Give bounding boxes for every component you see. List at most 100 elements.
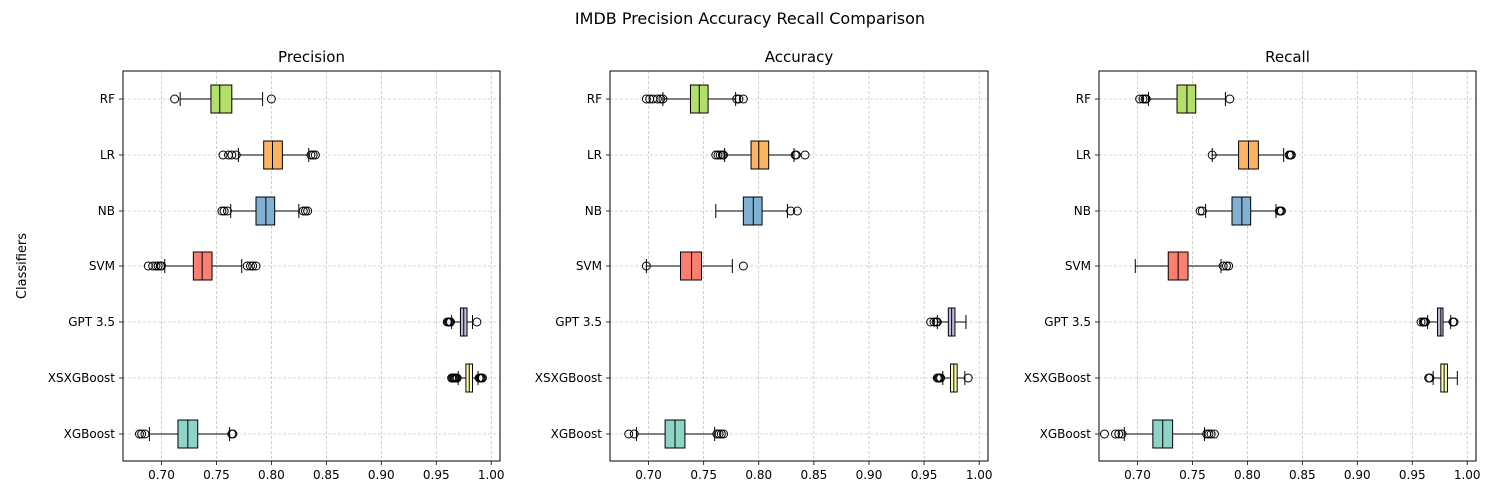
outlier-point xyxy=(217,206,227,216)
box-xsxgboost xyxy=(1424,363,1458,393)
y-tick-label: GPT 3.5 xyxy=(68,315,115,329)
box-iqr xyxy=(1176,84,1197,114)
y-tick-label: NB xyxy=(98,204,115,218)
x-tick-label: 0.75 xyxy=(203,468,230,482)
box-xgboost xyxy=(1099,419,1219,449)
outlier-point xyxy=(151,261,161,271)
outlier-point xyxy=(1225,94,1235,104)
outlier-point xyxy=(932,317,942,327)
subplot-panels: Precision 0.70 0.75 0.80 0.85 0.90 0.95 1.00 RF L… xyxy=(48,48,1481,482)
axes-frame xyxy=(609,70,989,462)
outlier-point xyxy=(926,317,936,327)
subplot-title: Precision xyxy=(278,48,345,66)
outlier-point xyxy=(719,150,729,160)
outlier-point xyxy=(242,261,252,271)
box-gpt-3-5 xyxy=(1416,307,1459,337)
outlier-point xyxy=(1141,94,1151,104)
outlier-point xyxy=(251,261,261,271)
outlier-point xyxy=(734,94,744,104)
outlier-point xyxy=(1138,94,1148,104)
x-tick-label: 0.90 xyxy=(368,468,395,482)
y-tick-label: LR xyxy=(1076,148,1091,162)
x-tick-label: 1.00 xyxy=(478,468,505,482)
outlier-point xyxy=(227,150,237,160)
outlier-point xyxy=(218,150,228,160)
outlier-point xyxy=(1117,429,1127,439)
outlier-point xyxy=(652,94,662,104)
subplot-accuracy: Accuracy 0.70 0.75 0.80 0.85 0.90 0.95 1.00 RF LR… xyxy=(535,48,993,482)
outlier-point xyxy=(308,150,318,160)
outlier-point xyxy=(300,206,310,216)
outlier-point xyxy=(310,150,320,160)
outlier-point xyxy=(306,150,316,160)
box-nb xyxy=(715,196,802,226)
outlier-point xyxy=(170,94,180,104)
subplot-title: Recall xyxy=(1265,48,1310,66)
x-tick-label: 0.85 xyxy=(313,468,340,482)
outlier-point xyxy=(656,94,666,104)
y-tick-label: RF xyxy=(100,92,115,106)
outlier-point xyxy=(641,261,651,271)
box-xsxgboost xyxy=(447,363,487,393)
outlier-point xyxy=(658,94,668,104)
y-tick-label: XGBoost xyxy=(1040,427,1092,441)
box-rf xyxy=(170,84,276,114)
box-gpt-3-5 xyxy=(442,307,482,337)
x-tick-label: 0.80 xyxy=(745,468,772,482)
outlier-point xyxy=(641,94,651,104)
outlier-point xyxy=(245,261,255,271)
x-tick-label: 1.00 xyxy=(1454,468,1481,482)
outlier-point xyxy=(1221,261,1231,271)
box-nb xyxy=(217,196,313,226)
y-tick-label: SVM xyxy=(576,259,602,273)
outlier-point xyxy=(712,429,722,439)
y-tick-label: GPT 3.5 xyxy=(1044,315,1091,329)
outlier-point xyxy=(1276,206,1286,216)
outlier-point xyxy=(786,206,796,216)
outlier-point xyxy=(303,206,313,216)
outlier-point xyxy=(719,429,729,439)
y-tick-label: NB xyxy=(585,204,602,218)
box-iqr xyxy=(192,251,213,281)
outlier-point xyxy=(248,261,258,271)
box-iqr xyxy=(1437,307,1444,337)
figure-title: IMDB Precision Accuracy Recall Compariso… xyxy=(575,9,925,28)
box-rf xyxy=(1135,84,1235,114)
box-xgboost xyxy=(624,419,729,449)
subplot-recall: Recall 0.70 0.75 0.80 0.85 0.90 0.95 1.00 RF LR NB… xyxy=(1024,48,1481,482)
outlier-point xyxy=(140,429,150,439)
outlier-point xyxy=(452,373,462,383)
outlier-point xyxy=(716,429,726,439)
outlier-point xyxy=(137,429,147,439)
y-tick-label: NB xyxy=(1074,204,1091,218)
y-tick-label: XGBoost xyxy=(551,427,603,441)
box-lr xyxy=(218,140,320,170)
outlier-point xyxy=(1135,94,1145,104)
x-tick-label: 0.90 xyxy=(856,468,883,482)
box-gpt-3-5 xyxy=(926,307,967,337)
y-tick-label: LR xyxy=(100,148,115,162)
outlier-point xyxy=(1099,429,1109,439)
box-iqr xyxy=(750,140,770,170)
x-tick-label: 0.95 xyxy=(1399,468,1426,482)
y-tick-label: RF xyxy=(587,92,602,106)
outlier-point xyxy=(477,373,487,383)
x-tick-label: 0.95 xyxy=(911,468,938,482)
outlier-point xyxy=(1195,206,1205,216)
y-tick-label: SVM xyxy=(1065,259,1091,273)
x-tick-label: 0.80 xyxy=(1234,468,1261,482)
x-tick-label: 0.70 xyxy=(1124,468,1151,482)
outlier-point xyxy=(792,206,802,216)
outlier-point xyxy=(231,150,241,160)
outlier-point xyxy=(1206,429,1216,439)
outlier-point xyxy=(153,261,163,271)
box-iqr xyxy=(255,196,276,226)
outlier-point xyxy=(222,206,232,216)
outlier-point xyxy=(472,317,482,327)
outlier-point xyxy=(1197,206,1207,216)
x-tick-label: 1.00 xyxy=(966,468,993,482)
x-tick-label: 0.80 xyxy=(258,468,285,482)
outlier-point xyxy=(1204,429,1214,439)
outlier-point xyxy=(1209,429,1219,439)
